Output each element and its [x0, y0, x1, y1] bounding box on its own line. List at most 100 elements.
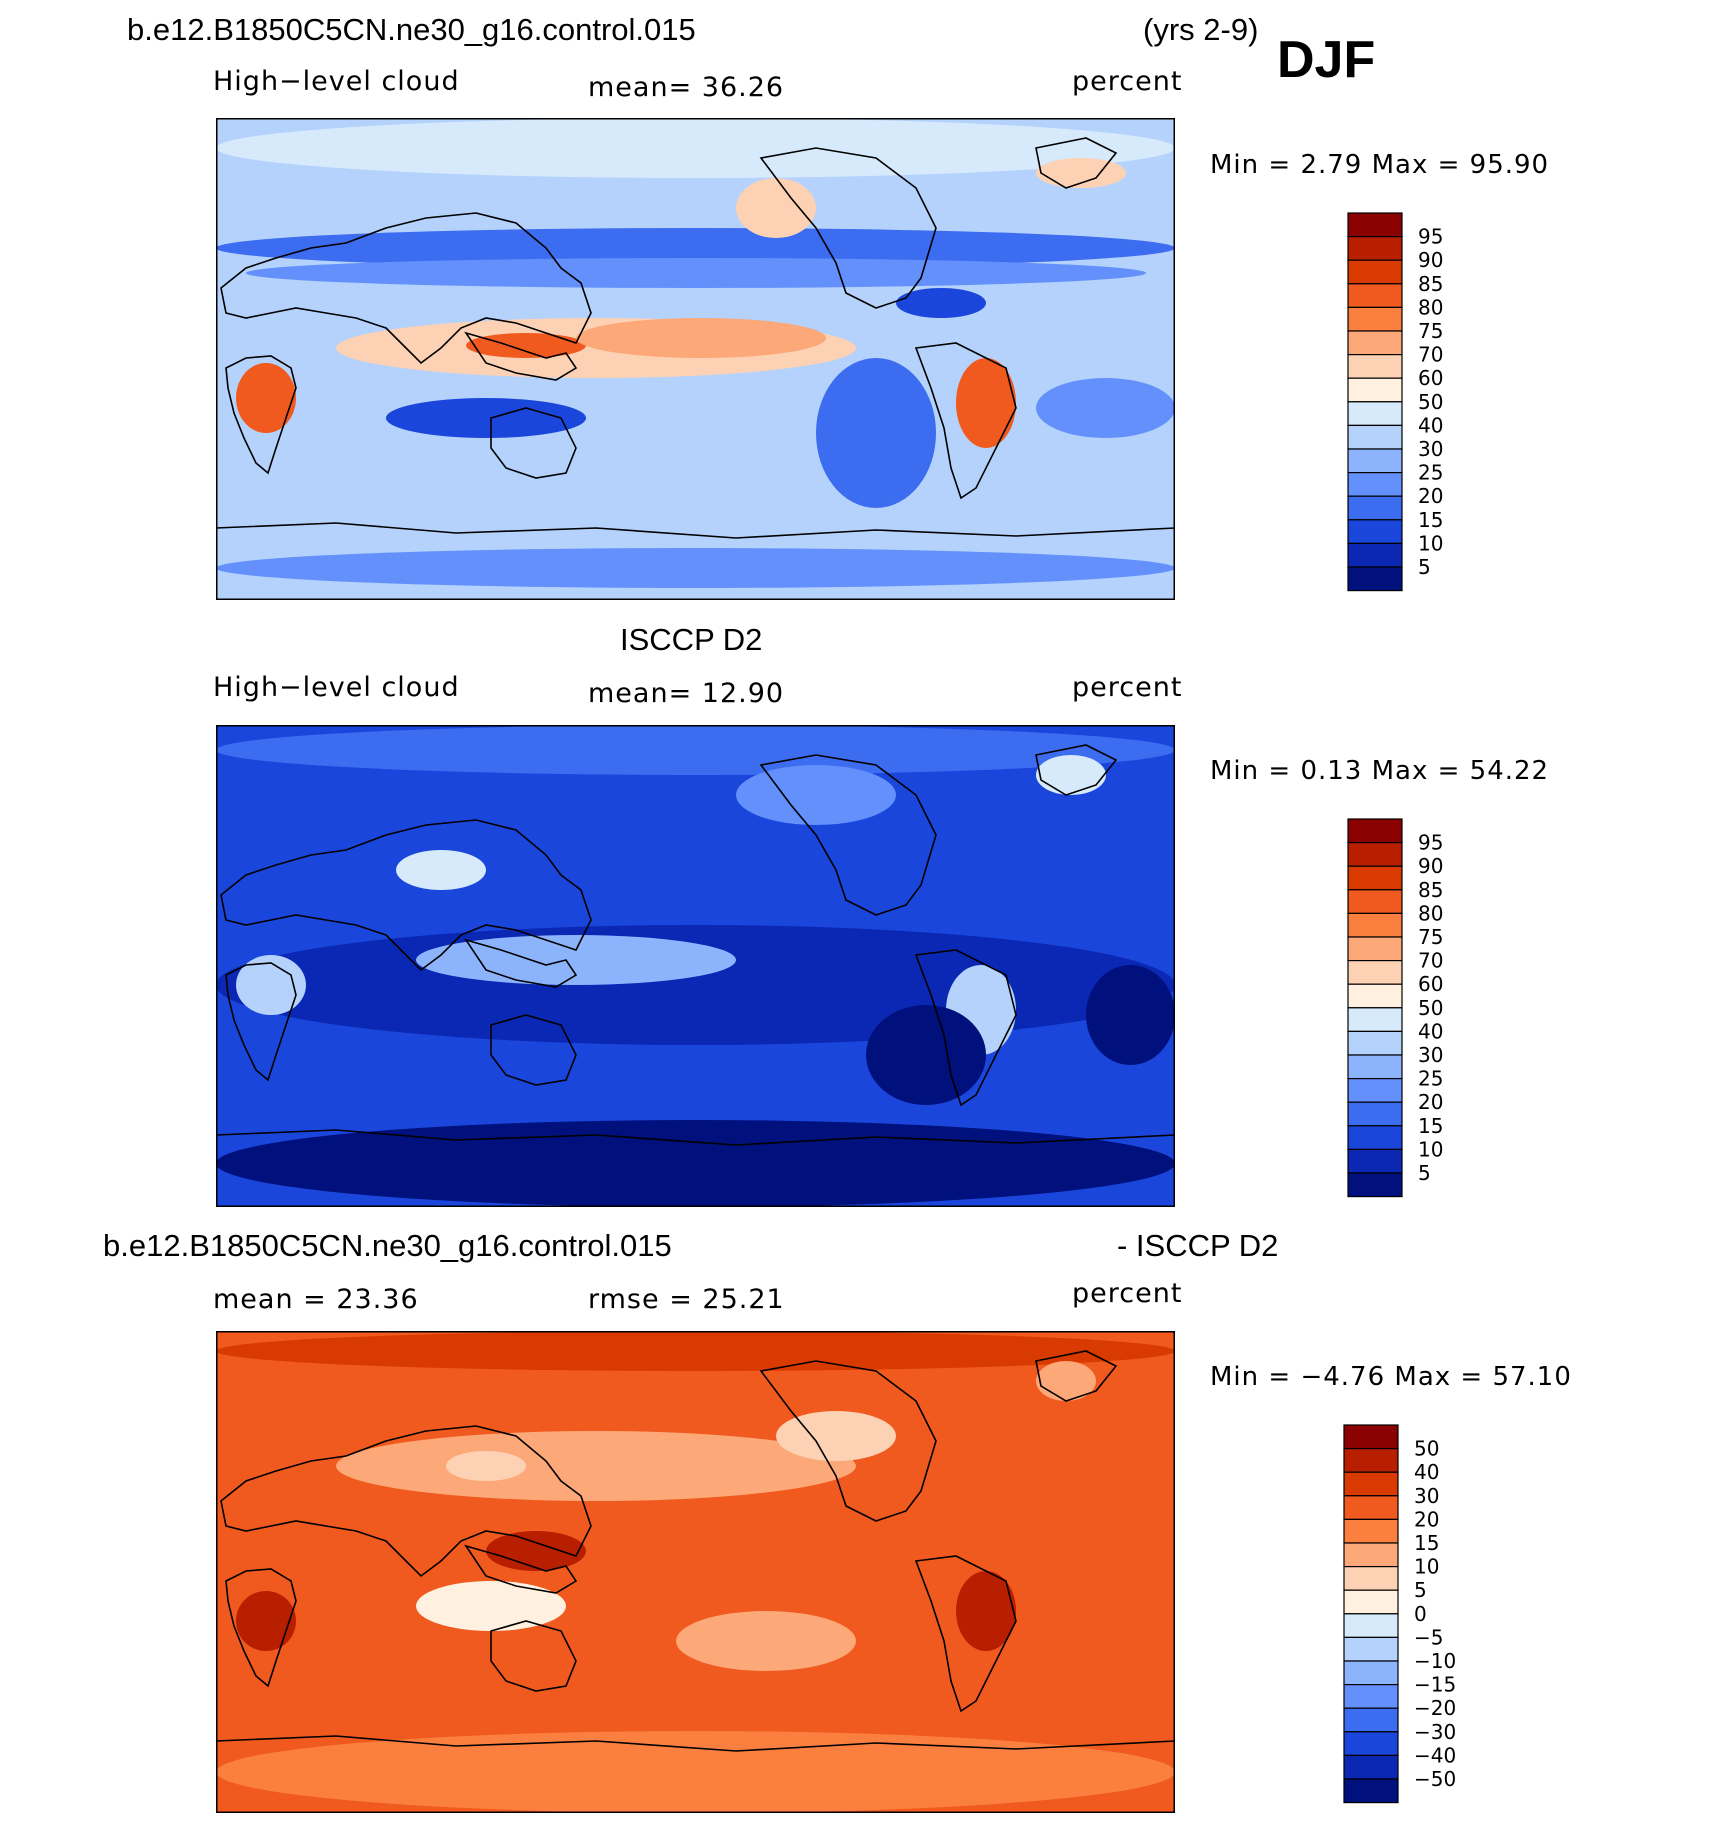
colorbar-label: 15 [1418, 1114, 1443, 1138]
colorbar-swatch [1347, 1125, 1403, 1150]
colorbar-swatch [1343, 1778, 1399, 1804]
field-contour [1036, 158, 1126, 188]
coastline [914, 342, 1017, 500]
colorbar-label: 5 [1418, 555, 1431, 579]
field-contour [216, 725, 1175, 775]
field-contour [816, 358, 936, 508]
panel3-mean: mean = 23.36 [213, 1284, 419, 1315]
colorbar-swatch [1347, 960, 1403, 985]
field-contour [416, 1581, 566, 1631]
coastline [216, 1735, 1175, 1813]
coastline [464, 1544, 578, 1594]
panel3-minmax: Min = −4.76 Max = 57.10 [1210, 1362, 1572, 1392]
colorbar-swatch [1347, 472, 1403, 497]
colorbar-label: −15 [1414, 1673, 1456, 1697]
panel3-title-suffix: - ISCCP D2 [1117, 1228, 1279, 1263]
colorbar-swatch [1347, 330, 1403, 356]
colorbar-swatch [1347, 1007, 1403, 1033]
colorbar-swatch [1347, 1030, 1403, 1056]
colorbar-label: 60 [1418, 366, 1443, 390]
panel2-units: percent [1072, 672, 1183, 703]
field-contour [236, 955, 306, 1015]
coastlines [216, 744, 1175, 1207]
colorbar-swatch [1347, 377, 1403, 403]
coastlines [216, 1350, 1175, 1813]
panel1-map [216, 118, 1175, 600]
field-contour [336, 1431, 856, 1501]
colorbar-label: 40 [1418, 413, 1443, 437]
colorbar-label: 80 [1418, 295, 1443, 319]
colorbar-swatch [1343, 1448, 1399, 1473]
field-contour [216, 548, 1175, 588]
colorbar-label: 20 [1418, 484, 1443, 508]
colorbar-swatch [1347, 283, 1403, 309]
colorbar-label: 75 [1418, 925, 1443, 949]
colorbar-label: 60 [1418, 972, 1443, 996]
field-contour [1036, 1361, 1096, 1401]
colorbar-swatch [1343, 1495, 1399, 1521]
colorbar-label: 25 [1418, 1067, 1443, 1091]
panel3-rmse: rmse = 25.21 [588, 1284, 785, 1315]
field-contours [216, 1331, 1175, 1813]
colorbar-swatch [1347, 306, 1403, 332]
colorbar-label: 95 [1418, 831, 1443, 855]
colorbar-label: 40 [1414, 1460, 1439, 1484]
coastlines [216, 137, 1175, 600]
colorbar-label: 70 [1418, 343, 1443, 367]
colorbar-swatch [1347, 354, 1403, 379]
colorbar-swatch [1343, 1613, 1399, 1639]
panel1-variable: High−level cloud [213, 66, 460, 97]
field-contour [736, 178, 816, 238]
season-label: DJF [1277, 31, 1376, 89]
coastline [220, 1425, 592, 1578]
colorbar-swatch [1347, 1172, 1403, 1198]
field-contour [956, 1571, 1016, 1651]
colorbar-label: 30 [1414, 1484, 1439, 1508]
colorbar-label: 10 [1418, 531, 1443, 555]
colorbar-swatch [1347, 495, 1403, 521]
colorbar-swatch [1347, 818, 1403, 844]
colorbar-label: 10 [1414, 1555, 1439, 1579]
colorbar-swatch [1343, 1707, 1399, 1733]
colorbar-swatch [1347, 936, 1403, 962]
colorbar-swatch [1347, 1148, 1403, 1174]
field-contour [216, 1331, 1175, 1371]
panel2-variable: High−level cloud [213, 672, 460, 703]
panel1-mean: mean= 36.26 [588, 72, 785, 103]
colorbar-label: 95 [1418, 225, 1443, 249]
colorbar-label: −20 [1414, 1696, 1456, 1720]
colorbar-label: 25 [1418, 461, 1443, 485]
coastline [759, 1360, 937, 1522]
colorbar-swatch [1347, 519, 1403, 544]
coastline [225, 1568, 297, 1688]
colorbar-swatch [1343, 1731, 1399, 1756]
colorbar-label: 90 [1418, 248, 1443, 272]
colorbar-swatch [1347, 1101, 1403, 1127]
colorbar-label: 50 [1418, 996, 1443, 1020]
colorbar-swatch [1343, 1636, 1399, 1662]
colorbar-swatch [1347, 212, 1403, 238]
coastline [464, 331, 578, 381]
colorbar-swatch [1347, 1078, 1403, 1103]
coastline [1035, 137, 1118, 189]
field-contour [736, 765, 896, 825]
map-frame [216, 725, 1175, 1207]
field-contour [1036, 378, 1175, 438]
colorbar-swatch [1343, 1684, 1399, 1709]
colorbar-label: 5 [1418, 1161, 1431, 1185]
field-contours [216, 725, 1175, 1207]
coastline [490, 1620, 577, 1692]
colorbar-swatch [1347, 865, 1403, 891]
colorbar-swatch [1347, 542, 1403, 568]
colorbar-label: 30 [1418, 437, 1443, 461]
coastline [759, 147, 937, 309]
colorbar-label: 30 [1418, 1043, 1443, 1067]
colorbar-swatch [1347, 889, 1403, 915]
coastline [914, 1555, 1017, 1713]
field-contour [216, 228, 1175, 268]
field-contour [866, 1005, 986, 1105]
panel2-map [216, 725, 1175, 1207]
coastline [216, 522, 1175, 600]
